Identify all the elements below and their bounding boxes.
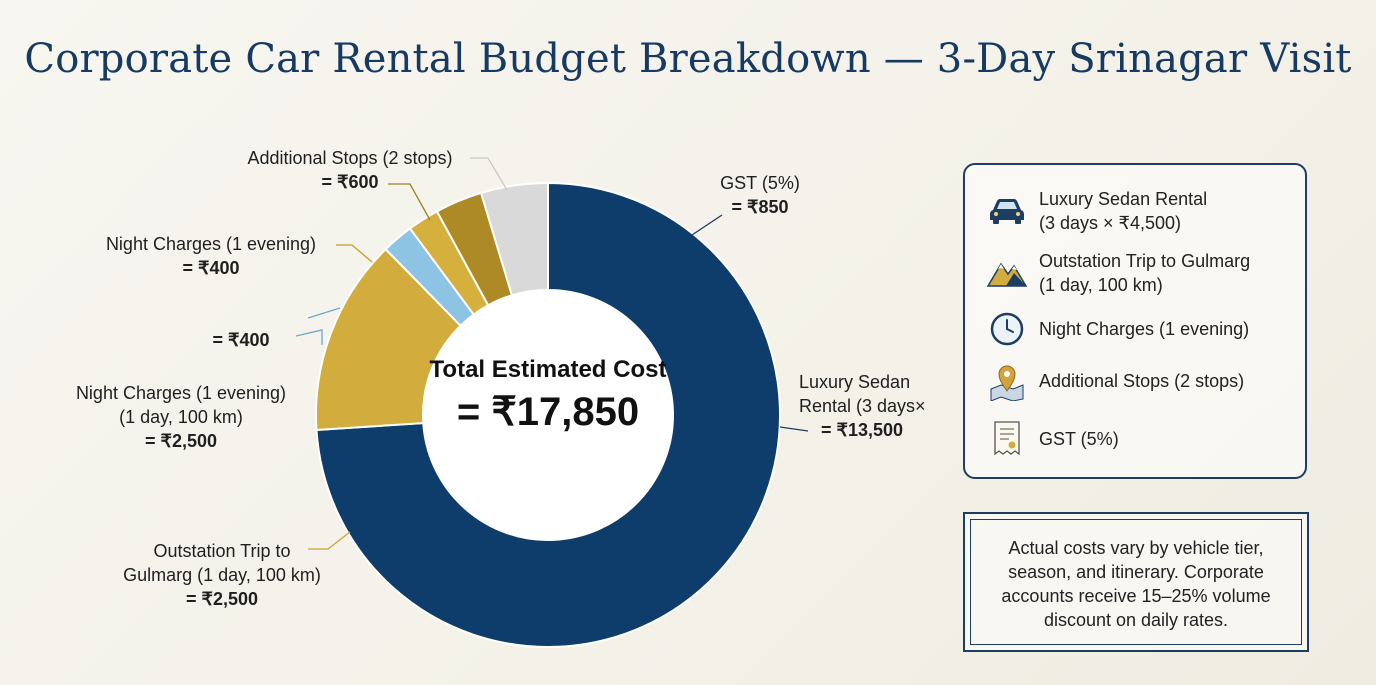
label-gst-value: = ₹850 — [731, 197, 789, 217]
label-sedan-line2: Rental (3 days× — [799, 396, 926, 416]
label-dup-line1: Night Charges (1 evening) — [75, 383, 287, 403]
legend-stops-line1: Additional Stops (2 stops) — [1039, 371, 1245, 391]
legend-outstation-line2: (1 day, 100 km) — [1039, 275, 1163, 295]
center-total: Total Estimated Cost = ₹17,850 — [428, 355, 668, 437]
leader-night — [336, 244, 373, 263]
leader-blue — [307, 307, 341, 319]
center-total-value: = ₹17,850 — [456, 390, 640, 434]
leader-outstation — [308, 531, 351, 550]
legend-item-outstation: Outstation Trip to Gulmarg (1 day, 100 k… — [985, 249, 1250, 297]
label-additional-stops-value: = ₹600 — [321, 172, 379, 192]
label-night-charges-value: = ₹400 — [182, 258, 240, 278]
leader-stops-2 — [388, 183, 431, 221]
label-night-charges: Night Charges (1 evening) = ₹400 — [86, 232, 336, 280]
disclaimer-note: Actual costs vary by vehicle tier, seaso… — [963, 512, 1309, 652]
label-sedan-line1: Luxury Sedan — [799, 372, 911, 392]
page-title: Corporate Car Rental Budget Breakdown — … — [24, 36, 1352, 82]
leader-sedan — [779, 426, 809, 432]
legend-sedan-line1: Luxury Sedan Rental — [1039, 189, 1208, 209]
leader-stops — [470, 157, 508, 191]
mountain-icon — [985, 253, 1029, 293]
legend-item-night: Night Charges (1 evening) — [985, 309, 1249, 349]
leader-blue-2 — [295, 329, 323, 345]
label-outstation-line1: Outstation Trip to — [153, 541, 291, 561]
label-dup-line2: (1 day, 100 km) — [119, 407, 243, 427]
label-gst-name: GST (5%) — [720, 173, 800, 193]
donut-slice-sedan — [315, 181, 781, 648]
car-icon — [985, 191, 1029, 231]
label-blue-slice: = ₹400 — [196, 328, 286, 352]
label-outstation-line2: Gulmarg (1 day, 100 km) — [123, 565, 321, 585]
label-outstation-value: = ₹2,500 — [185, 589, 258, 609]
label-dup-value: = ₹2,500 — [144, 431, 217, 451]
label-night-charges-duplicate: Night Charges (1 evening) (1 day, 100 km… — [56, 381, 306, 453]
disclaimer-text: Actual costs vary by vehicle tier, seaso… — [1001, 538, 1271, 630]
label-sedan-value: = ₹13,500 — [821, 420, 904, 440]
legend-outstation-line1: Outstation Trip to Gulmarg — [1039, 251, 1251, 271]
leader-gst — [691, 214, 723, 236]
clock-icon — [985, 309, 1029, 349]
label-luxury-sedan: Luxury Sedan Rental (3 days× = ₹13,500 — [799, 370, 959, 442]
legend-panel: Luxury Sedan Rental (3 days × ₹4,500) Ou… — [963, 163, 1307, 479]
center-total-label: Total Estimated Cost — [429, 356, 667, 383]
legend-item-gst: GST (5%) — [985, 419, 1119, 459]
receipt-icon — [985, 419, 1029, 459]
legend-night-line1: Night Charges (1 evening) — [1039, 319, 1250, 339]
label-outstation: Outstation Trip to Gulmarg (1 day, 100 k… — [102, 539, 342, 611]
label-night-charges-name: Night Charges (1 evening) — [105, 234, 317, 254]
label-gst: GST (5%) = ₹850 — [700, 171, 820, 219]
label-blue-slice-value: = ₹400 — [212, 330, 270, 350]
donut-hole — [424, 291, 672, 539]
legend-gst-line1: GST (5%) — [1039, 429, 1119, 449]
label-additional-stops-name: Additional Stops (2 stops) — [247, 148, 453, 168]
legend-item-sedan: Luxury Sedan Rental (3 days × ₹4,500) — [985, 187, 1207, 235]
label-additional-stops: Additional Stops (2 stops) = ₹600 — [226, 146, 474, 194]
legend-sedan-line2: (3 days × ₹4,500) — [1039, 213, 1182, 233]
legend-item-stops: Additional Stops (2 stops) — [985, 361, 1244, 401]
map-pin-icon — [985, 361, 1029, 401]
donut-slice-gst — [479, 181, 549, 297]
